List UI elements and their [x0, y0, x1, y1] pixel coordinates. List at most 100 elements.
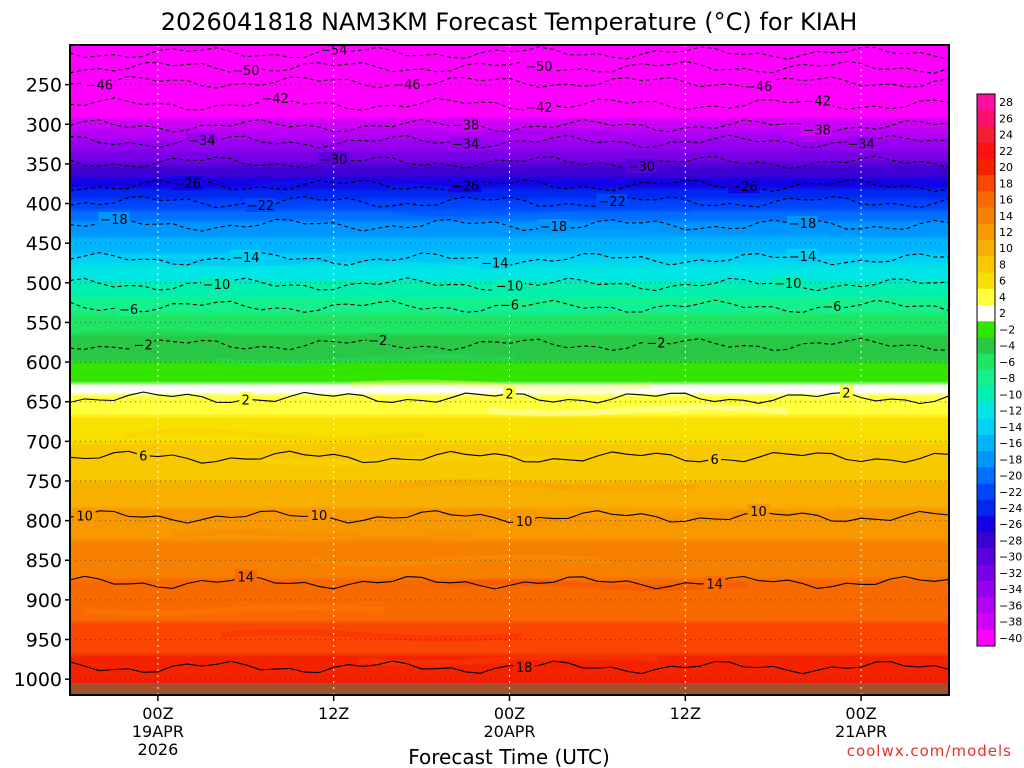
- colorbar-frame: [976, 93, 996, 647]
- contour-10: [70, 510, 949, 524]
- contour-label--50: −50: [232, 64, 259, 79]
- colorbar-cell--16: [977, 434, 995, 452]
- contour-label-bg: [703, 576, 726, 591]
- colorbar-cell--20: [977, 467, 995, 484]
- contour-label--34: −34: [847, 138, 874, 153]
- colorbar-cell-14: [977, 207, 995, 225]
- colorbar-label--4: −4: [999, 340, 1015, 353]
- contour-label-bg: [391, 76, 423, 91]
- y-tick-label-650: 650: [26, 392, 62, 414]
- colorbar-cell--32: [977, 564, 995, 582]
- contour-label-10: 10: [516, 515, 533, 530]
- contour-label-bg: [708, 451, 722, 466]
- y-tick-label-450: 450: [26, 233, 62, 255]
- contour-label-bg: [787, 215, 818, 230]
- contour-label--22: −22: [598, 195, 625, 210]
- colorbar-cell--6: [977, 353, 995, 371]
- colorbar-cell--28: [977, 532, 995, 549]
- y-tick-label-500: 500: [26, 273, 62, 295]
- colorbar-cell-18: [977, 175, 995, 192]
- chart-title: 2026041818 NAM3KM Forecast Temperature (…: [161, 8, 858, 36]
- contour-label-bg: [318, 152, 350, 167]
- y-tick-label-350: 350: [26, 154, 62, 176]
- contour-label--30: −30: [320, 153, 347, 168]
- contour-label--14: −14: [789, 250, 816, 265]
- colorbar-cell-2: [977, 305, 995, 322]
- contour--22: [70, 196, 949, 209]
- contour-label-bg: [839, 385, 853, 400]
- contour-14: [70, 575, 949, 590]
- colorbar-cell-26: [977, 110, 995, 127]
- colorbar-label--30: −30: [999, 551, 1022, 564]
- colorbar-cell--24: [977, 499, 995, 517]
- contour-label-bg: [117, 302, 140, 317]
- colorbar-label-10: 10: [999, 242, 1013, 255]
- colorbar-cell--30: [977, 548, 995, 566]
- contour--38: [70, 118, 949, 133]
- contour-label--10: −10: [774, 277, 801, 292]
- colorbar-label-14: 14: [999, 210, 1013, 223]
- contour-label-2: 2: [242, 393, 250, 408]
- y-tick-label-600: 600: [26, 352, 62, 374]
- x-axis-label: Forecast Time (UTC): [408, 745, 610, 768]
- colorbar-label--32: −32: [999, 567, 1022, 580]
- contour-label--34: −34: [452, 138, 479, 153]
- contour-label--14: −14: [232, 251, 259, 266]
- colorbar-cell--26: [977, 516, 995, 533]
- y-tick-label-250: 250: [26, 75, 62, 97]
- contour-label-bg: [820, 298, 843, 313]
- y-tick-label-950: 950: [26, 630, 62, 652]
- contour-label-bg: [239, 392, 253, 407]
- colorbar-cell-10: [977, 240, 995, 257]
- colorbar-label-2: 2: [999, 307, 1006, 320]
- x-tick-label-54-0: 00Z: [845, 704, 876, 723]
- contour-label-bg: [801, 122, 833, 137]
- x-tick-label-30-1: 20APR: [483, 722, 535, 741]
- y-axis: 250 300 350 400 450 500 550 600 650 700 750 800 850 9…: [14, 75, 70, 691]
- y-tick-label-700: 700: [26, 431, 62, 453]
- contour-label-10: 10: [76, 510, 93, 525]
- colorbar-label-24: 24: [999, 129, 1013, 142]
- contour-label--42: −42: [525, 101, 552, 116]
- colorbar-label--40: −40: [999, 632, 1022, 645]
- colorbar-label-6: 6: [999, 275, 1006, 288]
- colorbar-label--16: −16: [999, 437, 1022, 450]
- contour-label--46: −46: [86, 79, 113, 94]
- colorbar-cell-28: [977, 94, 995, 111]
- contour-label-bg: [537, 219, 569, 234]
- colorbar-cell--18: [977, 451, 995, 468]
- contour-label--38: −38: [803, 123, 830, 138]
- contour-label--26: −26: [452, 179, 479, 194]
- colorbar-label--6: −6: [999, 356, 1015, 369]
- contour-label-bg: [230, 249, 262, 264]
- contour-label-bg: [747, 503, 770, 518]
- contour-label--22: −22: [247, 199, 274, 214]
- isotherm-contours: −54 −50 −50 −46 −46 −46 −42 −42 −42 −38 −38 −34 −34 −…: [70, 45, 949, 676]
- contour-label--6: −6: [822, 300, 841, 315]
- colorbar-label--14: −14: [999, 421, 1022, 434]
- contour-label--34: −34: [188, 134, 215, 149]
- contour-label-bg: [645, 335, 667, 350]
- contour-label-bg: [98, 211, 130, 226]
- plot-area: −54 −50 −50 −46 −46 −46 −42 −42 −42 −38 −38 −34 −34 −…: [69, 44, 950, 696]
- x-tick-label-54-1: 21APR: [835, 722, 887, 741]
- colorbar-cell--10: [977, 386, 995, 403]
- watermark: coolwx.com/models: [847, 742, 1012, 760]
- x-tick-label-42-0: 12Z: [670, 704, 701, 723]
- contour-label--30: −30: [628, 160, 655, 175]
- colorbar-label-12: 12: [999, 226, 1013, 239]
- colorbar-label--18: −18: [999, 453, 1022, 466]
- contour--30: [70, 155, 949, 170]
- contour-label-10: 10: [750, 505, 767, 520]
- contour-label-bg: [523, 58, 555, 73]
- colorbar-label--24: −24: [999, 502, 1022, 515]
- colorbar-cell-16: [977, 191, 995, 208]
- y-tick-label-800: 800: [26, 511, 62, 533]
- colorbar-cell-24: [977, 126, 995, 144]
- contour-label--6: −6: [500, 299, 519, 314]
- colorbar-label-8: 8: [999, 258, 1006, 271]
- contour-label-bg: [801, 93, 833, 108]
- contour-label-2: 2: [842, 386, 850, 401]
